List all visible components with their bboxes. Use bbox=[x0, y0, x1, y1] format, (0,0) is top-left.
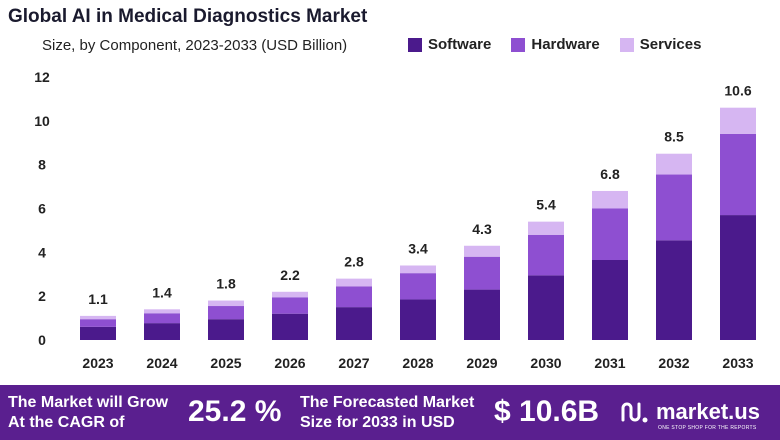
bar-segment-software bbox=[528, 275, 564, 340]
x-tick-label: 2033 bbox=[722, 355, 753, 371]
x-tick-label: 2028 bbox=[402, 355, 433, 371]
forecast-label: The Forecasted Market Size for 2033 in U… bbox=[300, 393, 474, 433]
bar-segment-software bbox=[80, 326, 116, 340]
stacked-bar-chart: 0 2 4 6 8 10 12 1.1 2023 1.4 2024 1.8 2025 2.2 2026 2.8… bbox=[34, 69, 756, 371]
bar-segment-hardware bbox=[272, 297, 308, 314]
y-tick-label: 4 bbox=[38, 244, 46, 260]
bar-segment-hardware bbox=[720, 133, 756, 216]
cagr-label-line2: At the CAGR of bbox=[8, 414, 125, 431]
bar-segment-hardware bbox=[400, 273, 436, 300]
bar-total-label: 5.4 bbox=[536, 197, 556, 213]
bar-segment-services bbox=[336, 278, 372, 287]
bar-total-label: 2.8 bbox=[344, 254, 364, 270]
legend-item-software: Software bbox=[408, 36, 491, 53]
bar-segment-hardware bbox=[656, 174, 692, 241]
forecast-label-line2: Size for 2033 in USD bbox=[300, 414, 455, 431]
y-tick-label: 2 bbox=[38, 288, 46, 304]
y-tick-label: 12 bbox=[34, 69, 50, 85]
bar-segment-hardware bbox=[464, 256, 500, 290]
legend-label-software: Software bbox=[428, 36, 492, 53]
brand-logo: market.us bbox=[620, 399, 760, 425]
legend-swatch-services bbox=[619, 37, 634, 52]
bar-segment-services bbox=[400, 265, 436, 274]
bar-segment-software bbox=[336, 307, 372, 340]
bar-segment-hardware bbox=[144, 313, 180, 324]
bar-total-label: 1.8 bbox=[216, 276, 236, 292]
forecast-value: $ 10.6B bbox=[494, 395, 600, 428]
x-tick-label: 2029 bbox=[466, 355, 497, 371]
bar-total-label: 3.4 bbox=[408, 240, 428, 256]
bar-segment-hardware bbox=[208, 306, 244, 320]
y-tick-label: 8 bbox=[38, 157, 46, 173]
chart-title: Global AI in Medical Diagnostics Market bbox=[8, 6, 368, 27]
x-tick-label: 2027 bbox=[338, 355, 369, 371]
bar-total-label: 8.5 bbox=[664, 129, 684, 145]
legend-item-services: Services bbox=[619, 36, 702, 53]
bar-segment-software bbox=[656, 240, 692, 340]
x-tick-label: 2023 bbox=[82, 355, 113, 371]
bar-segment-services bbox=[144, 309, 180, 314]
y-tick-label: 0 bbox=[38, 332, 46, 348]
bar-total-label: 10.6 bbox=[724, 83, 751, 99]
x-tick-label: 2032 bbox=[658, 355, 689, 371]
bar-segment-services bbox=[592, 190, 628, 209]
cagr-value: 25.2 % bbox=[188, 395, 282, 428]
bar-segment-software bbox=[592, 260, 628, 340]
y-tick-label: 10 bbox=[34, 113, 50, 129]
legend-item-hardware: Hardware bbox=[511, 36, 600, 53]
chart-subtitle: Size, by Component, 2023-2033 (USD Billi… bbox=[42, 37, 348, 54]
bar-total-label: 6.8 bbox=[600, 166, 620, 182]
cagr-label: The Market will Grow At the CAGR of bbox=[8, 393, 168, 433]
x-tick-label: 2031 bbox=[594, 355, 625, 371]
legend-label-services: Services bbox=[639, 36, 702, 53]
bar-total-label: 1.4 bbox=[152, 284, 172, 300]
forecast-label-line1: The Forecasted Market bbox=[300, 394, 475, 411]
x-tick-label: 2024 bbox=[146, 355, 177, 371]
bar-segment-hardware bbox=[528, 234, 564, 276]
x-tick-label: 2030 bbox=[530, 355, 561, 371]
x-tick-label: 2025 bbox=[210, 355, 241, 371]
bar-total-label: 1.1 bbox=[88, 291, 108, 307]
legend: Software Hardware Services bbox=[408, 36, 701, 53]
bar-total-label: 4.3 bbox=[472, 221, 492, 237]
y-tick-label: 6 bbox=[38, 201, 46, 217]
bar-segment-hardware bbox=[80, 319, 116, 327]
bar-segment-software bbox=[144, 323, 180, 340]
bar-segment-software bbox=[272, 313, 308, 340]
bar-segment-hardware bbox=[336, 286, 372, 308]
cagr-label-line1: The Market will Grow bbox=[8, 394, 169, 411]
footer-banner: The Market will Grow At the CAGR of 25.2… bbox=[0, 385, 780, 440]
legend-label-hardware: Hardware bbox=[531, 36, 600, 53]
bar-segment-services bbox=[720, 107, 756, 134]
legend-swatch-software bbox=[408, 37, 422, 52]
bar-segment-services bbox=[208, 300, 244, 307]
x-tick-label: 2026 bbox=[274, 355, 305, 371]
bar-segment-services bbox=[656, 153, 692, 175]
bar-segment-services bbox=[80, 315, 116, 320]
bar-segment-software bbox=[208, 319, 244, 340]
brand-tagline: ONE STOP SHOP FOR THE REPORTS bbox=[658, 425, 757, 431]
bar-segment-hardware bbox=[592, 208, 628, 261]
bar-segment-services bbox=[272, 291, 308, 298]
legend-swatch-hardware bbox=[511, 37, 526, 52]
bar-segment-software bbox=[720, 215, 756, 340]
bar-total-label: 2.2 bbox=[280, 267, 300, 283]
brand-logo-icon bbox=[621, 402, 648, 423]
bar-segment-services bbox=[528, 221, 564, 235]
brand-name: market.us bbox=[656, 399, 760, 424]
bar-segment-software bbox=[464, 289, 500, 340]
bar-segment-software bbox=[400, 299, 436, 340]
bar-segment-services bbox=[464, 245, 500, 257]
